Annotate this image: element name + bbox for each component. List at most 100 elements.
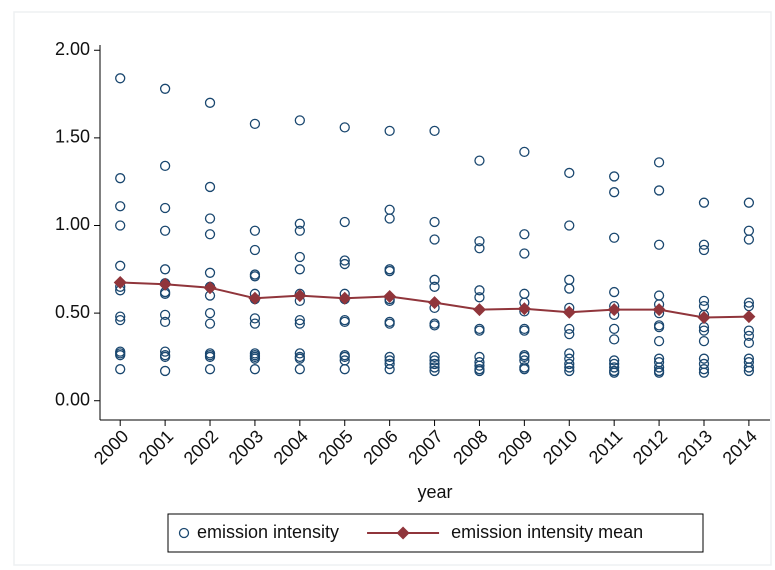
scatter-point — [609, 367, 620, 378]
y-tick-label: 1.50 — [55, 127, 90, 147]
scatter-point — [743, 365, 755, 377]
mean-marker — [607, 303, 621, 317]
scatter-point — [159, 202, 171, 214]
mean-marker — [383, 289, 397, 303]
scatter-point — [609, 187, 620, 198]
scatter-point — [564, 283, 575, 294]
scatter-point — [519, 229, 530, 240]
scatter-point — [159, 225, 171, 236]
scatter-point — [249, 353, 261, 364]
scatter-point — [519, 325, 530, 336]
scatter-point — [249, 118, 261, 130]
scatter-point — [115, 173, 126, 184]
scatter-point — [474, 292, 485, 303]
scatter-point — [159, 346, 171, 357]
scatter-point — [698, 353, 710, 364]
scatter-point — [474, 360, 485, 371]
mean-marker — [652, 303, 666, 317]
scatter-point — [698, 197, 710, 208]
scatter-point — [609, 171, 620, 182]
y-tick-label: 0.50 — [55, 302, 90, 322]
legend-label: emission intensity — [197, 522, 339, 542]
scatter-point — [519, 146, 530, 158]
scatter-point — [294, 353, 305, 364]
scatter-point — [249, 313, 261, 324]
legend-marker — [178, 527, 190, 539]
scatter-point — [204, 97, 216, 108]
scatter-point — [384, 213, 395, 224]
scatter-point — [519, 248, 530, 259]
scatter-point — [609, 362, 620, 373]
scatter-point — [429, 362, 440, 373]
scatter-point — [294, 348, 305, 359]
scatter-point — [429, 274, 440, 285]
scatter-point — [698, 335, 710, 347]
scatter-point — [564, 220, 575, 231]
scatter-point — [474, 325, 485, 336]
scatter-point — [429, 216, 440, 228]
scatter-point — [339, 351, 350, 363]
scatter-point — [429, 358, 440, 370]
scatter-point — [339, 216, 350, 228]
scatter-point — [609, 334, 620, 345]
scatter-point — [429, 355, 440, 366]
y-tick-label: 0.00 — [55, 389, 90, 409]
scatter-point — [159, 309, 171, 321]
mean-marker — [742, 310, 756, 324]
scatter-point — [384, 125, 395, 137]
x-axis-label: year — [417, 482, 452, 502]
scatter-point — [204, 364, 216, 375]
scatter-point — [653, 239, 665, 250]
scatter-point — [474, 243, 485, 254]
mean-marker — [338, 291, 352, 305]
scatter-point — [339, 316, 350, 328]
scatter-point — [743, 330, 755, 342]
scatter-point — [653, 321, 665, 333]
scatter-point — [609, 232, 620, 243]
scatter-point — [294, 218, 305, 229]
scatter-point — [115, 260, 126, 271]
scatter-point — [115, 201, 126, 212]
scatter-point — [564, 167, 575, 179]
scatter-point — [698, 239, 710, 250]
scatter-point — [159, 316, 171, 328]
scatter-point — [653, 185, 665, 196]
scatter-point — [294, 264, 305, 275]
scatter-point — [653, 367, 665, 378]
scatter-point — [204, 181, 216, 193]
scatter-point — [294, 314, 305, 326]
scatter-point — [743, 234, 755, 245]
mean-marker — [428, 296, 442, 310]
scatter-point — [204, 229, 216, 240]
scatter-point — [204, 351, 216, 363]
scatter-point — [115, 73, 126, 84]
scatter-point — [294, 251, 305, 263]
scatter-point — [743, 297, 755, 308]
mean-marker — [248, 291, 262, 305]
scatter-point — [339, 364, 350, 375]
scatter-point — [429, 351, 440, 363]
scatter-point — [204, 318, 216, 329]
scatter-point — [294, 115, 305, 126]
scatter-point — [115, 350, 126, 361]
legend-marker — [396, 526, 410, 540]
scatter-point — [159, 264, 171, 275]
scatter-point — [474, 155, 485, 166]
scatter-point — [698, 244, 710, 256]
scatter-point — [339, 258, 350, 270]
scatter-point — [474, 285, 485, 296]
scatter-point — [249, 364, 261, 375]
graph-region — [13, 11, 772, 566]
scatter-point — [743, 325, 755, 336]
scatter-point — [204, 267, 216, 278]
scatter-point — [474, 365, 485, 377]
mean-marker — [293, 289, 307, 303]
scatter-point — [339, 122, 350, 133]
scatter-point — [698, 295, 710, 306]
scatter-point — [384, 265, 395, 277]
y-tick-label: 1.00 — [55, 214, 90, 234]
scatter-point — [653, 335, 665, 347]
scatter-point — [115, 314, 126, 326]
scatter-point — [609, 286, 620, 298]
